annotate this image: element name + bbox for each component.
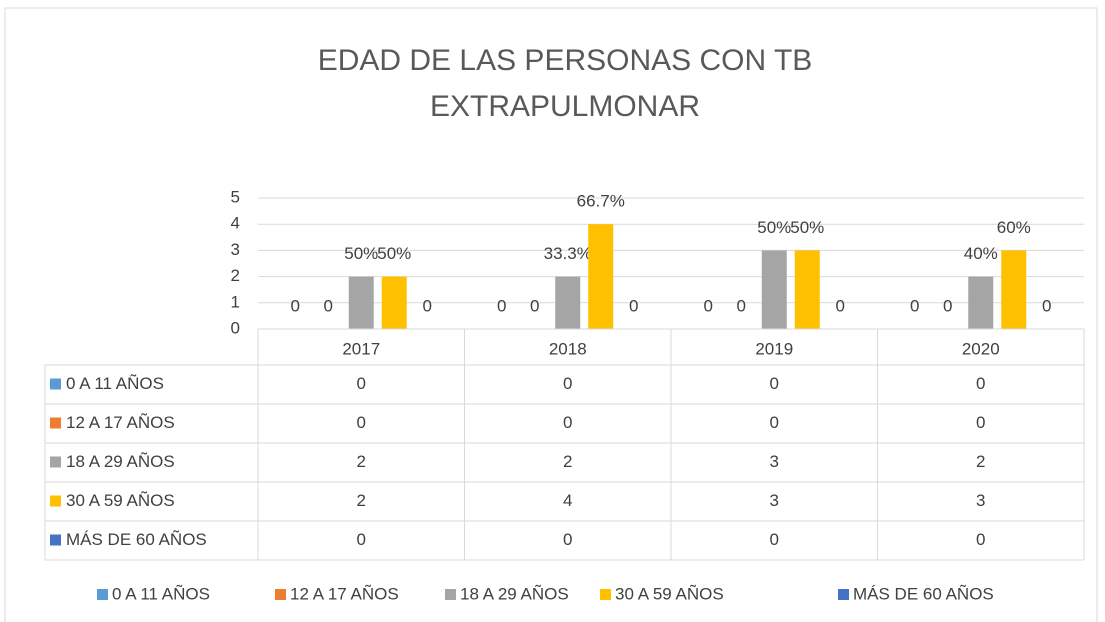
table-legend-key xyxy=(50,378,61,390)
chart-frame xyxy=(4,7,1098,622)
table-cell: 0 xyxy=(563,413,572,432)
y-tick-label: 5 xyxy=(231,187,240,206)
data-label: 0 xyxy=(291,296,300,315)
data-label: 0 xyxy=(1042,296,1051,315)
table-cell: 0 xyxy=(563,374,572,393)
table-cell: 0 xyxy=(770,530,779,549)
x-tick-label: 2020 xyxy=(962,339,1000,358)
table-cell: 0 xyxy=(357,530,366,549)
table-cell: 0 xyxy=(976,374,985,393)
table-cell: 2 xyxy=(357,491,366,510)
bar xyxy=(794,250,820,329)
legend-key xyxy=(838,589,849,600)
table-row-label: 12 A 17 AÑOS xyxy=(66,413,175,432)
legend-label: 12 A 17 AÑOS xyxy=(290,584,399,603)
data-label: 50% xyxy=(344,244,378,263)
table-cell: 0 xyxy=(357,374,366,393)
data-label: 0 xyxy=(423,296,432,315)
data-label: 33.3% xyxy=(544,244,592,263)
legend-label: 30 A 59 AÑOS xyxy=(615,584,724,603)
table-legend-key xyxy=(50,456,61,468)
table-cell: 2 xyxy=(563,452,572,471)
legend-key xyxy=(445,589,456,600)
table-cell: 0 xyxy=(563,530,572,549)
x-tick-label: 2017 xyxy=(342,339,380,358)
bar xyxy=(761,250,787,329)
table-cell: 0 xyxy=(357,413,366,432)
data-label: 0 xyxy=(943,296,952,315)
data-label: 60% xyxy=(997,218,1031,237)
data-label: 0 xyxy=(629,296,638,315)
bar xyxy=(555,276,581,329)
y-tick-label: 2 xyxy=(231,266,240,285)
table-cell: 0 xyxy=(976,413,985,432)
y-tick-label: 0 xyxy=(231,318,240,337)
data-label: 0 xyxy=(324,296,333,315)
x-tick-label: 2018 xyxy=(549,339,587,358)
data-label: 0 xyxy=(737,296,746,315)
table-cell: 3 xyxy=(770,491,779,510)
table-cell: 3 xyxy=(770,452,779,471)
bar xyxy=(381,276,407,329)
chart-title: EDAD DE LAS PERSONAS CON TB EXTRAPULMONA… xyxy=(317,44,813,123)
bar xyxy=(348,276,374,329)
table-row-label: 0 A 11 AÑOS xyxy=(66,374,164,393)
legend-key xyxy=(600,589,611,600)
y-tick-label: 1 xyxy=(231,292,240,311)
x-tick-label: 2019 xyxy=(755,339,793,358)
data-label: 66.7% xyxy=(577,192,625,211)
data-label: 50% xyxy=(377,244,411,263)
data-label: 0 xyxy=(704,296,713,315)
legend-key xyxy=(275,589,286,600)
table-row-label: MÁS DE 60 AÑOS xyxy=(66,530,207,549)
bar xyxy=(588,224,614,329)
data-label: 0 xyxy=(910,296,919,315)
table-legend-key xyxy=(50,534,61,546)
table-row-label: 18 A 29 AÑOS xyxy=(66,452,175,471)
table-legend-key xyxy=(50,417,61,429)
bar xyxy=(968,276,994,329)
data-label: 0 xyxy=(497,296,506,315)
table-cell: 3 xyxy=(976,491,985,510)
legend-label: MÁS DE 60 AÑOS xyxy=(853,584,994,603)
table-cell: 0 xyxy=(770,374,779,393)
data-label: 50% xyxy=(790,218,824,237)
table-cell: 2 xyxy=(976,452,985,471)
legend-label: 18 A 29 AÑOS xyxy=(460,584,569,603)
data-label: 40% xyxy=(964,244,998,263)
legend-label: 0 A 11 AÑOS xyxy=(112,584,210,603)
table-cell: 4 xyxy=(563,491,572,510)
y-tick-label: 4 xyxy=(231,214,240,233)
table-cell: 2 xyxy=(357,452,366,471)
data-label: 0 xyxy=(530,296,539,315)
table-cell: 0 xyxy=(976,530,985,549)
table-cell: 0 xyxy=(770,413,779,432)
table-row-label: 30 A 59 AÑOS xyxy=(66,491,175,510)
table-legend-key xyxy=(50,495,61,507)
bar xyxy=(1001,250,1027,329)
legend-key xyxy=(97,589,108,600)
data-label: 50% xyxy=(757,218,791,237)
y-tick-label: 3 xyxy=(231,240,240,259)
data-label: 0 xyxy=(836,296,845,315)
